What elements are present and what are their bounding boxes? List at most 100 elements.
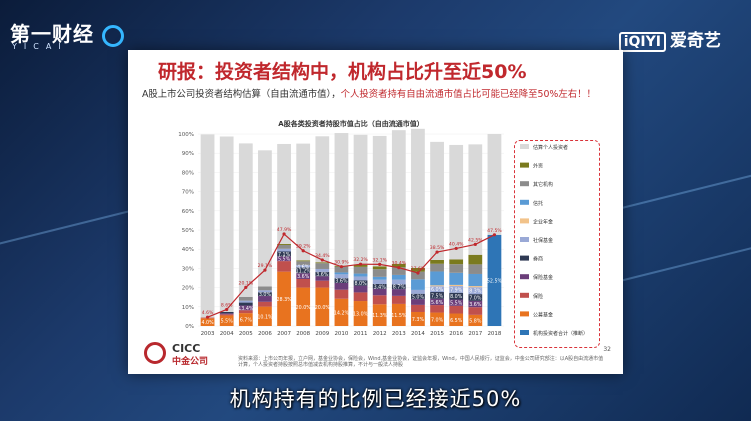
bar-segment: [334, 266, 349, 273]
bar-segment: [200, 134, 215, 318]
total-point: [320, 258, 324, 262]
bar-segment: [353, 266, 368, 274]
bar-segment: [277, 261, 291, 272]
bar-segment: [468, 287, 483, 295]
bar-segment: [334, 298, 349, 326]
bar-segment: [238, 296, 253, 301]
bar-segment: [449, 286, 464, 293]
slide-description: A股上市公司投资者结构估算（自由流通市值），个人投资者持有自由流通市值占比可能已…: [142, 88, 612, 101]
data-label: 6.0%: [431, 287, 444, 293]
total-label: 30.9%: [334, 260, 349, 266]
data-label: 7.1%: [278, 252, 291, 258]
bar-segment: [372, 276, 387, 280]
bar-segment: [277, 244, 291, 249]
data-label: 6.7%: [240, 318, 253, 324]
bar-segment: [277, 271, 291, 326]
data-label: 13.0%: [353, 312, 369, 318]
bar-segment: [258, 306, 272, 326]
bar-segment: [391, 289, 406, 296]
bar-segment: [315, 276, 330, 281]
bar-segment: [353, 276, 368, 281]
total-label: 47.5%: [487, 228, 502, 234]
total-label: 30.4%: [392, 261, 407, 267]
total-label: 32.2%: [353, 257, 368, 263]
bar-segment: [449, 144, 464, 260]
bar-segment: [353, 264, 368, 267]
x-tick-label: 2008: [296, 331, 310, 337]
total-point: [454, 246, 458, 251]
bar-segment: [296, 287, 311, 326]
bar-segment: [353, 273, 368, 277]
total-label: 20.1%: [239, 280, 254, 286]
data-label: 20.0%: [315, 305, 331, 311]
data-label: 8.7%: [393, 285, 406, 291]
bar-segment: [430, 271, 444, 286]
legend-label: 保险基金: [533, 274, 553, 281]
bar-segment: [468, 294, 483, 301]
bar-segment: [487, 234, 502, 326]
bar-segment: [258, 150, 272, 287]
bar-segment: [315, 271, 330, 277]
data-label: 5.8%: [469, 318, 482, 324]
total-label: 42.5%: [468, 237, 483, 243]
data-label: 5.5%: [221, 319, 234, 325]
bar-segment: [353, 134, 368, 265]
bar-segment: [430, 292, 444, 299]
legend-swatch: [520, 199, 529, 205]
y-tick-label: 40%: [182, 247, 194, 253]
bar-segment: [468, 286, 483, 288]
bar-segment: [449, 284, 464, 287]
total-label: 39.2%: [296, 244, 311, 250]
total-point: [492, 233, 497, 237]
bar-segment: [353, 280, 368, 286]
total-label: 40.4%: [449, 241, 464, 247]
yicai-circle-icon: [102, 24, 124, 47]
bar-segment: [334, 133, 349, 266]
bar-segment: [411, 299, 425, 305]
bar-segment: [372, 283, 387, 289]
bar-segment: [219, 315, 234, 326]
yicai-brand: 第一财经: [10, 22, 94, 46]
bar-segment: [411, 128, 425, 268]
legend-label: 保险: [533, 293, 543, 300]
total-label: 34.4%: [315, 253, 330, 259]
bar-segment: [430, 298, 444, 306]
x-tick-label: 2014: [411, 331, 425, 337]
legend-label: 信托: [533, 200, 543, 207]
bar-segment: [372, 295, 387, 305]
legend-swatch: [520, 292, 529, 298]
bar-segment: [277, 251, 291, 257]
data-label: 10.1%: [257, 314, 273, 320]
bar-segment: [258, 296, 272, 302]
yicai-logo: 第一财经 YICAI: [10, 18, 124, 51]
bar-segment: [391, 295, 406, 304]
total-point: [358, 262, 363, 266]
bar-segment: [430, 286, 444, 293]
data-label: 13.4%: [238, 306, 254, 312]
bar-segment: [296, 278, 311, 288]
data-label: 3.6%: [469, 302, 482, 308]
y-tick-label: 70%: [182, 190, 194, 196]
bar-segment: [372, 135, 387, 267]
bar-segment: [334, 272, 349, 275]
x-tick-label: 2005: [239, 331, 253, 337]
total-point: [435, 250, 439, 254]
bar-segment: [296, 273, 311, 279]
bar-segment: [430, 285, 444, 287]
data-label: 7.5%: [431, 293, 444, 299]
data-label: 8.0%: [354, 281, 367, 287]
bar-segment: [315, 280, 330, 288]
bar-segment: [296, 265, 311, 268]
y-tick-label: 10%: [182, 305, 194, 311]
bar-segment: [411, 304, 425, 312]
x-tick-label: 2018: [487, 331, 501, 337]
legend-label: 企业年金: [533, 218, 553, 225]
bar-segment: [430, 141, 444, 260]
bar-segment: [277, 248, 291, 252]
legend-swatch: [520, 181, 529, 187]
bar-segment: [219, 311, 234, 314]
bar-segment: [296, 260, 311, 262]
bar-segment: [258, 286, 272, 291]
data-label: 5.0%: [412, 294, 425, 300]
bar-segment: [315, 287, 330, 326]
